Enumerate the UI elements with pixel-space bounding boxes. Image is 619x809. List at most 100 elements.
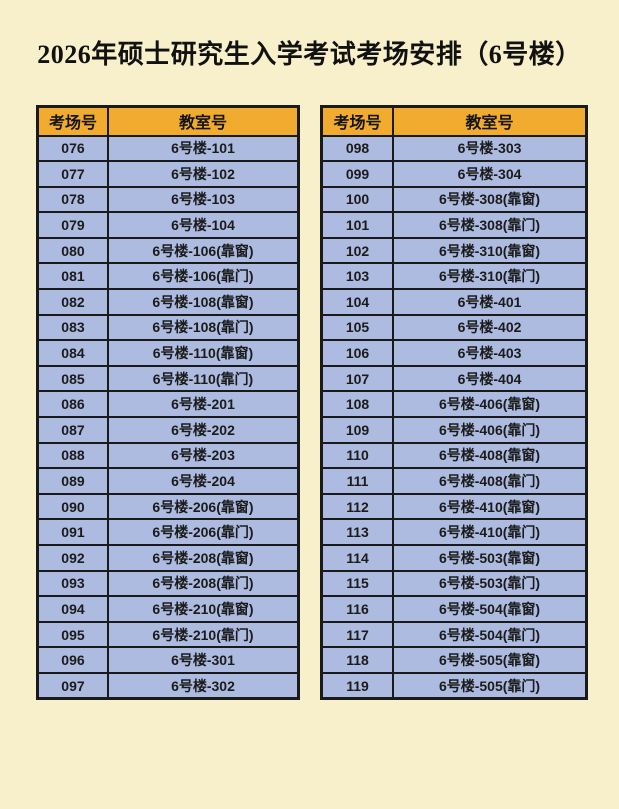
exam-room-number-cell: 118 (320, 646, 395, 674)
exam-room-number-cell: 077 (36, 160, 109, 188)
classroom-number-cell: 6号楼-410(靠门) (392, 518, 588, 546)
exam-room-number-cell: 097 (36, 671, 109, 700)
table-row: 077 6号楼-102 (36, 160, 300, 188)
exam-room-number-cell: 094 (36, 595, 109, 623)
classroom-number-cell: 6号楼-308(靠门) (392, 211, 588, 239)
exam-room-number-cell: 096 (36, 646, 109, 674)
exam-room-number-cell: 107 (320, 364, 395, 393)
table-row: 090 6号楼-206(靠窗) (36, 492, 300, 521)
table-row: 081 6号楼-106(靠门) (36, 262, 300, 291)
table-row: 114 6号楼-503(靠窗) (320, 544, 588, 572)
classroom-number-cell: 6号楼-203 (106, 441, 300, 470)
table-row: 078 6号楼-103 (36, 185, 300, 214)
table-row: 091 6号楼-206(靠门) (36, 518, 300, 546)
classroom-number-cell: 6号楼-310(靠窗) (392, 236, 588, 265)
table-row: 093 6号楼-208(靠门) (36, 569, 300, 598)
classroom-number-cell: 6号楼-406(靠窗) (392, 390, 588, 419)
exam-room-number-cell: 117 (320, 620, 395, 649)
classroom-number-cell: 6号楼-110(靠窗) (106, 339, 300, 367)
classroom-number-cell: 6号楼-103 (106, 185, 300, 214)
exam-room-number-cell: 091 (36, 518, 109, 546)
classroom-number-cell: 6号楼-106(靠门) (106, 262, 300, 291)
classroom-number-cell: 6号楼-503(靠窗) (392, 544, 588, 572)
table-row: 096 6号楼-301 (36, 646, 300, 674)
exam-room-number-cell: 101 (320, 211, 395, 239)
table-row: 099 6号楼-304 (320, 160, 588, 188)
page-title: 2026年硕士研究生入学考试考场安排（6号楼） (37, 40, 582, 69)
exam-room-number-cell: 114 (320, 544, 395, 572)
classroom-number-cell: 6号楼-504(靠窗) (392, 595, 588, 623)
table-row: 112 6号楼-410(靠窗) (320, 492, 588, 521)
classroom-number-cell: 6号楼-402 (392, 313, 588, 342)
table-row: 092 6号楼-208(靠窗) (36, 544, 300, 572)
classroom-number-cell: 6号楼-408(靠窗) (392, 441, 588, 470)
exam-room-number-cell: 109 (320, 416, 395, 444)
classroom-number-cell: 6号楼-401 (392, 288, 588, 316)
classroom-number-cell: 6号楼-408(靠门) (392, 467, 588, 495)
table-row: 101 6号楼-308(靠门) (320, 211, 588, 239)
table-row: 088 6号楼-203 (36, 441, 300, 470)
classroom-number-cell: 6号楼-206(靠窗) (106, 492, 300, 521)
table-row: 097 6号楼-302 (36, 671, 300, 700)
classroom-number-cell: 6号楼-101 (106, 134, 300, 163)
classroom-number-cell: 6号楼-403 (392, 339, 588, 367)
exam-room-number-cell: 081 (36, 262, 109, 291)
exam-room-number-cell: 112 (320, 492, 395, 521)
table-row: 082 6号楼-108(靠窗) (36, 288, 300, 316)
table-row: 108 6号楼-406(靠窗) (320, 390, 588, 419)
table-row: 111 6号楼-408(靠门) (320, 467, 588, 495)
exam-room-number-cell: 078 (36, 185, 109, 214)
classroom-number-cell: 6号楼-304 (392, 160, 588, 188)
classroom-number-cell: 6号楼-208(靠窗) (106, 544, 300, 572)
exam-room-number-cell: 080 (36, 236, 109, 265)
table-row: 115 6号楼-503(靠门) (320, 569, 588, 598)
table-row: 094 6号楼-210(靠窗) (36, 595, 300, 623)
table-row: 102 6号楼-310(靠窗) (320, 236, 588, 265)
column-header-room-number: 考场号 (36, 105, 109, 137)
classroom-number-cell: 6号楼-404 (392, 364, 588, 393)
table-row: 109 6号楼-406(靠门) (320, 416, 588, 444)
exam-room-number-cell: 083 (36, 313, 109, 342)
classroom-number-cell: 6号楼-108(靠门) (106, 313, 300, 342)
exam-room-number-cell: 090 (36, 492, 109, 521)
classroom-number-cell: 6号楼-201 (106, 390, 300, 419)
table-row: 105 6号楼-402 (320, 313, 588, 342)
table-row: 087 6号楼-202 (36, 416, 300, 444)
exam-room-number-cell: 095 (36, 620, 109, 649)
column-header-classroom-number: 教室号 (392, 105, 588, 137)
exam-room-number-cell: 088 (36, 441, 109, 470)
table-row: 098 6号楼-303 (320, 134, 588, 163)
table-row: 095 6号楼-210(靠门) (36, 620, 300, 649)
exam-room-number-cell: 082 (36, 288, 109, 316)
table-row: 089 6号楼-204 (36, 467, 300, 495)
exam-room-number-cell: 115 (320, 569, 395, 598)
classroom-number-cell: 6号楼-108(靠窗) (106, 288, 300, 316)
exam-room-number-cell: 084 (36, 339, 109, 367)
classroom-number-cell: 6号楼-301 (106, 646, 300, 674)
table-header-row: 考场号 教室号 (36, 105, 300, 137)
exam-room-number-cell: 113 (320, 518, 395, 546)
exam-room-number-cell: 102 (320, 236, 395, 265)
table-row: 113 6号楼-410(靠门) (320, 518, 588, 546)
classroom-number-cell: 6号楼-302 (106, 671, 300, 700)
table-row: 117 6号楼-504(靠门) (320, 620, 588, 649)
table-row: 085 6号楼-110(靠门) (36, 364, 300, 393)
exam-room-number-cell: 110 (320, 441, 395, 470)
table-row: 119 6号楼-505(靠门) (320, 671, 588, 700)
exam-room-number-cell: 116 (320, 595, 395, 623)
table-row: 079 6号楼-104 (36, 211, 300, 239)
exam-room-number-cell: 108 (320, 390, 395, 419)
classroom-number-cell: 6号楼-504(靠门) (392, 620, 588, 649)
table-row: 103 6号楼-310(靠门) (320, 262, 588, 291)
classroom-number-cell: 6号楼-110(靠门) (106, 364, 300, 393)
column-header-classroom-number: 教室号 (106, 105, 300, 137)
exam-room-number-cell: 092 (36, 544, 109, 572)
table-row: 104 6号楼-401 (320, 288, 588, 316)
classroom-number-cell: 6号楼-208(靠门) (106, 569, 300, 598)
exam-table-left: 考场号 教室号 076 6号楼-101 077 6号楼-102 078 6号楼-103 07… (36, 105, 300, 701)
classroom-number-cell: 6号楼-202 (106, 416, 300, 444)
classroom-number-cell: 6号楼-210(靠门) (106, 620, 300, 649)
classroom-number-cell: 6号楼-206(靠门) (106, 518, 300, 546)
classroom-number-cell: 6号楼-505(靠门) (392, 671, 588, 700)
classroom-number-cell: 6号楼-308(靠窗) (392, 185, 588, 214)
